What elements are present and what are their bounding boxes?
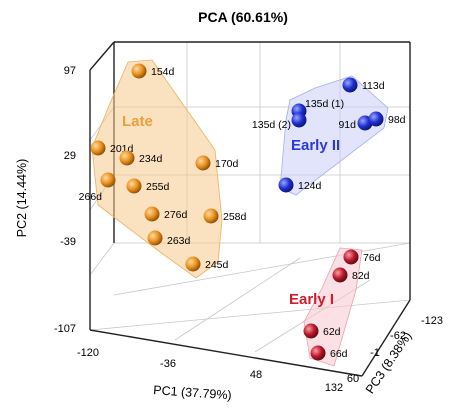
point-label: 135d (1) bbox=[305, 98, 344, 110]
x-tick-label: -36 bbox=[160, 358, 176, 370]
group-label-late: Late bbox=[122, 113, 153, 130]
point-label: 124d bbox=[298, 180, 322, 192]
y-tick-label: -39 bbox=[60, 236, 76, 248]
point-label: 91d bbox=[338, 119, 356, 131]
point-late bbox=[100, 172, 116, 188]
z-tick-label: -1 bbox=[370, 347, 380, 359]
point-late bbox=[144, 206, 160, 222]
y-tick-label: 29 bbox=[64, 150, 76, 162]
y-axis-label: PC2 (14.44%) bbox=[15, 159, 29, 238]
x-tick-label: 132 bbox=[325, 382, 343, 394]
point-early-ii bbox=[368, 111, 384, 127]
x-tick-label: 48 bbox=[250, 369, 262, 381]
point-early-i bbox=[343, 249, 359, 265]
chart-title: PCA (60.61%) bbox=[198, 9, 288, 25]
box-edges bbox=[89, 41, 411, 377]
point-label: 76d bbox=[363, 252, 381, 264]
y-ticks: 97 29 -39 -107 bbox=[54, 65, 76, 335]
point-label: 170d bbox=[215, 158, 239, 170]
z-tick-label: -62 bbox=[390, 330, 406, 342]
point-early-i bbox=[332, 267, 348, 283]
point-late bbox=[203, 208, 219, 224]
point-label: 154d bbox=[151, 66, 175, 78]
point-label: 276d bbox=[164, 209, 188, 221]
point-label: 266d bbox=[79, 191, 103, 203]
x-tick-label: -120 bbox=[77, 347, 99, 359]
hull-early-i bbox=[303, 247, 363, 367]
point-late bbox=[90, 140, 106, 156]
point-label: 234d bbox=[139, 153, 163, 165]
point-label: 98d bbox=[388, 114, 406, 126]
group-label-early-i: Early I bbox=[289, 291, 334, 308]
y-tick-label: 97 bbox=[64, 65, 76, 77]
hull-late bbox=[91, 59, 223, 279]
point-early-i bbox=[303, 323, 319, 339]
z-tick-label: 60 bbox=[347, 373, 359, 385]
point-early-ii bbox=[291, 112, 307, 128]
point-label: 82d bbox=[352, 270, 370, 282]
group-label-early-ii: Early II bbox=[291, 137, 340, 154]
point-label: 255d bbox=[146, 181, 170, 193]
point-label: 263d bbox=[167, 235, 191, 247]
z-tick-label: -123 bbox=[421, 315, 443, 327]
hull-early-ii bbox=[279, 75, 389, 196]
x-axis-label: PC1 (37.79%) bbox=[153, 383, 232, 402]
point-label: 66d bbox=[330, 348, 348, 360]
point-label: 245d bbox=[205, 259, 229, 271]
point-late bbox=[147, 230, 163, 246]
point-late bbox=[126, 178, 142, 194]
point-late bbox=[195, 155, 211, 171]
point-late bbox=[185, 256, 201, 272]
point-label: 135d (2) bbox=[252, 119, 291, 131]
y-tick-label: -107 bbox=[54, 323, 76, 335]
point-late bbox=[131, 63, 147, 79]
z-ticks: -123 -62 -1 60 bbox=[347, 315, 443, 385]
point-early-ii bbox=[342, 77, 358, 93]
x-ticks: -120 -36 48 132 bbox=[77, 347, 343, 394]
point-label: 62d bbox=[323, 326, 341, 338]
point-early-ii bbox=[278, 177, 294, 193]
point-label: 113d bbox=[362, 80, 385, 92]
point-early-i bbox=[310, 345, 326, 361]
point-label: 258d bbox=[223, 211, 247, 223]
point-late bbox=[119, 150, 135, 166]
